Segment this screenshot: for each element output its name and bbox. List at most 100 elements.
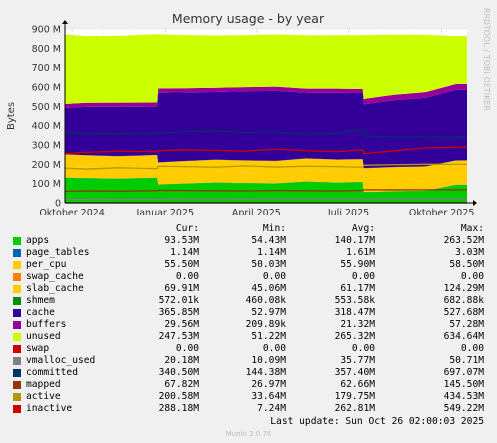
legend-swatch xyxy=(13,381,21,389)
x-tick-label: Januar 2025 xyxy=(135,208,194,215)
legend-cur: 67.82M xyxy=(164,379,199,390)
legend-cur: 288.18M xyxy=(158,403,199,414)
y-axis-label: Bytes xyxy=(6,102,17,130)
legend-swatch xyxy=(13,393,21,401)
legend-avg: 0.00 xyxy=(351,343,375,354)
line-inactive xyxy=(64,146,467,155)
legend-label: inactive xyxy=(26,403,73,414)
legend-swatch xyxy=(13,285,21,293)
legend-row-mapped: mapped 67.82M 26.97M 62.66M 145.50M xyxy=(0,379,497,391)
x-tick-label: Oktober 2025 xyxy=(409,208,475,215)
legend-label: committed xyxy=(26,367,78,378)
legend-max: 124.29M xyxy=(443,283,484,294)
legend-max: 549.22M xyxy=(443,403,484,414)
memory-chart: Memory usage - by year Bytes 0 100 M 200 M… xyxy=(0,0,497,215)
legend-avg: 357.40M xyxy=(334,367,375,378)
legend-swatch xyxy=(13,261,21,269)
legend-label: vmalloc_used xyxy=(26,355,96,366)
legend-header-min: Min: xyxy=(262,223,286,234)
legend-row-shmem: shmem 572.01k 460.08k 553.58k 682.88k xyxy=(0,295,497,307)
area-unused xyxy=(65,34,467,105)
legend-min: 54.43M xyxy=(251,235,286,246)
legend-cur: 1.14M xyxy=(170,247,199,258)
legend-cur: 247.53M xyxy=(158,331,199,342)
legend-max: 682.88k xyxy=(443,295,484,306)
legend-min: 209.89k xyxy=(245,319,286,330)
legend-row-per-cpu: per_cpu 55.50M 50.03M 55.90M 58.50M xyxy=(0,259,497,271)
axes xyxy=(62,20,477,206)
legend-label: shmem xyxy=(26,295,55,306)
legend-label: page_tables xyxy=(26,247,90,258)
legend-cur: 0.00 xyxy=(175,271,199,282)
legend-min: 0.00 xyxy=(262,343,286,354)
line-active xyxy=(64,163,467,170)
y-tick-label: 800 M xyxy=(32,44,61,55)
legend-cur: 69.91M xyxy=(164,283,199,294)
legend-header-max: Max: xyxy=(460,223,484,234)
line-mapped xyxy=(64,189,467,193)
legend-avg: 35.77M xyxy=(340,355,375,366)
x-tick-label: Oktober 2024 xyxy=(39,208,105,215)
legend-cur: 93.53M xyxy=(164,235,199,246)
y-tick-label: 100 M xyxy=(32,179,61,190)
tick-labels: 0 100 M 200 M 300 M 400 M 500 M 600 M 700 M 800 … xyxy=(32,25,475,216)
legend-min: 45.06M xyxy=(251,283,286,294)
legend-label: per_cpu xyxy=(26,259,67,270)
legend-max: 263.52M xyxy=(443,235,484,246)
y-tick-label: 300 M xyxy=(32,141,61,152)
legend-avg: 265.32M xyxy=(334,331,375,342)
legend-row-active: active 200.58M 33.64M 179.75M 434.53M xyxy=(0,391,497,403)
legend-row-unused: unused 247.53M 51.22M 265.32M 634.64M xyxy=(0,331,497,343)
legend-label: swap xyxy=(26,343,50,354)
legend-row-slab-cache: slab_cache 69.91M 45.06M 61.17M 124.29M xyxy=(0,283,497,295)
x-tick-label: Juli 2025 xyxy=(327,208,369,215)
y-tick-label: 500 M xyxy=(32,102,61,113)
legend-label: active xyxy=(26,391,61,402)
legend-max: 50.71M xyxy=(449,355,484,366)
legend-max: 634.64M xyxy=(443,331,484,342)
legend-cur: 20.18M xyxy=(164,355,199,366)
legend-min: 33.64M xyxy=(251,391,286,402)
legend-label: buffers xyxy=(26,319,67,330)
legend-swatch xyxy=(13,369,21,377)
legend-swatch xyxy=(13,237,21,245)
legend-header-avg: Avg: xyxy=(351,223,375,234)
area-per-cpu xyxy=(65,166,467,193)
legend-max: 697.07M xyxy=(443,367,484,378)
legend-header-cur: Cur: xyxy=(175,223,199,234)
legend-max: 527.68M xyxy=(443,307,484,318)
legend-label: mapped xyxy=(26,379,61,390)
x-axis-arrow xyxy=(473,200,477,206)
y-tick-label: 400 M xyxy=(32,121,61,132)
legend-min: 26.97M xyxy=(251,379,286,390)
rrdtool-credit: RRDTOOL / TOBI OETIKER xyxy=(482,8,491,112)
legend-avg: 62.66M xyxy=(340,379,375,390)
y-tick-label: 900 M xyxy=(32,25,61,36)
legend-avg: 318.47M xyxy=(334,307,375,318)
legend-avg: 553.58k xyxy=(334,295,375,306)
legend-row-buffers: buffers 29.56M 209.89k 21.32M 57.28M xyxy=(0,319,497,331)
y-axis-arrow xyxy=(62,20,68,24)
legend-row-page-tables: page_tables 1.14M 1.14M 1.61M 3.03M xyxy=(0,247,497,259)
y-tick-label: 600 M xyxy=(32,83,61,94)
legend-row-cache: cache 365.85M 52.97M 318.47M 527.68M xyxy=(0,307,497,319)
x-tick-label: April 2025 xyxy=(232,208,281,215)
legend-swatch xyxy=(13,297,21,305)
legend-row-committed: committed 340.50M 144.38M 357.40M 697.07M xyxy=(0,367,497,379)
legend-avg: 0.00 xyxy=(351,271,375,282)
legend-label: cache xyxy=(26,307,55,318)
legend-min: 10.09M xyxy=(251,355,286,366)
legend-label: unused xyxy=(26,331,61,342)
legend-max: 3.03M xyxy=(455,247,484,258)
legend-row-apps: apps 93.53M 54.43M 140.17M 263.52M xyxy=(0,235,497,247)
legend-row-inactive: inactive 288.18M 7.24M 262.81M 549.22M xyxy=(0,403,497,415)
y-tick-label: 200 M xyxy=(32,160,61,171)
legend-avg: 61.17M xyxy=(340,283,375,294)
legend-min: 50.03M xyxy=(251,259,286,270)
legend-min: 7.24M xyxy=(257,403,286,414)
legend-row-vmalloc-used: vmalloc_used 20.18M 10.09M 35.77M 50.71M xyxy=(0,355,497,367)
legend-avg: 55.90M xyxy=(340,259,375,270)
legend-max: 0.00 xyxy=(460,343,484,354)
legend-cur: 340.50M xyxy=(158,367,199,378)
legend-max: 145.50M xyxy=(443,379,484,390)
